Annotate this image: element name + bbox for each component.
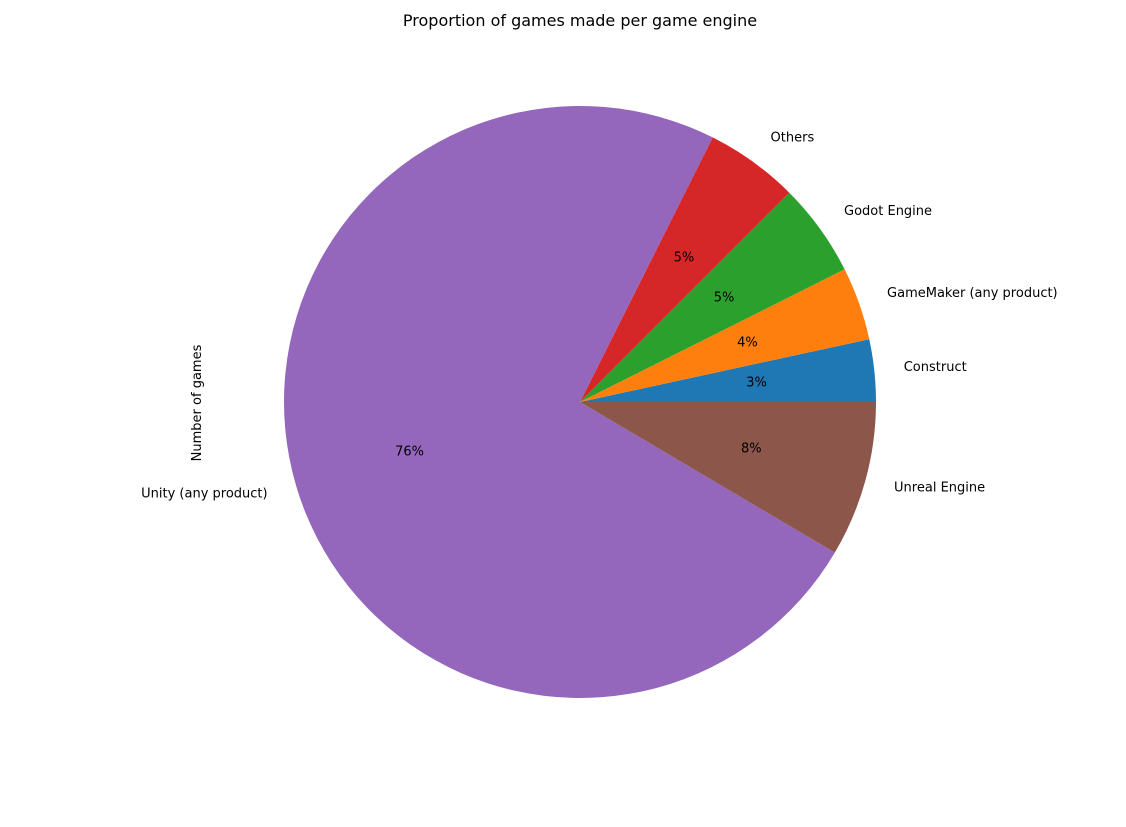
pie-slice-unreal-engine	[580, 402, 876, 553]
pie-slice-godot-engine	[580, 192, 845, 402]
slice-label-unity-any-product: Unity (any product)	[141, 486, 267, 501]
slice-label-godot-engine: Godot Engine	[844, 204, 932, 219]
pie-slice-gamemaker-any-product	[580, 269, 870, 402]
y-axis-label: Number of games	[190, 344, 205, 461]
slice-percent-godot-engine: 5%	[714, 291, 735, 306]
slice-percent-others: 5%	[674, 250, 695, 265]
pie-slice-others	[580, 137, 790, 402]
slice-label-others: Others	[771, 130, 815, 145]
slice-percent-gamemaker-any-product: 4%	[737, 335, 758, 350]
pie-slices	[284, 106, 876, 699]
slice-label-gamemaker-any-product: GameMaker (any product)	[887, 286, 1058, 301]
pie-slice-construct	[580, 339, 876, 402]
pie-slice-unity-any-product	[284, 106, 835, 699]
slice-percent-unreal-engine: 8%	[741, 441, 762, 456]
slice-percent-unity-any-product: 76%	[395, 445, 424, 460]
pie-labels: Construct 3% GameMaker (any product) 4% Godo…	[141, 130, 1058, 501]
chart-title: Proportion of games made per game engine	[403, 11, 757, 30]
slice-label-unreal-engine: Unreal Engine	[894, 480, 985, 495]
slice-label-construct: Construct	[904, 360, 967, 375]
slice-percent-construct: 3%	[746, 376, 767, 391]
